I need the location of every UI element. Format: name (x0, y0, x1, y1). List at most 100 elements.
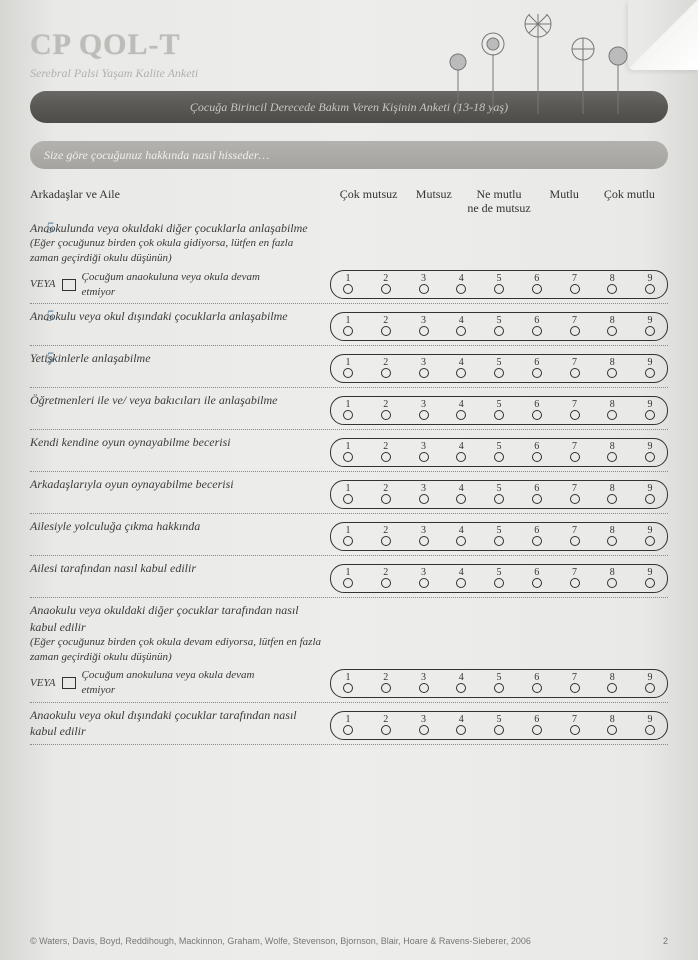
rating-circle[interactable] (607, 536, 617, 546)
rating-circle[interactable] (532, 536, 542, 546)
rating-circle[interactable] (645, 410, 655, 420)
rating-circle[interactable] (419, 683, 429, 693)
rating-circle[interactable] (607, 368, 617, 378)
checkbox-icon[interactable] (62, 677, 76, 689)
rating-circle[interactable] (532, 578, 542, 588)
rating-circle[interactable] (343, 326, 353, 336)
rating-circle[interactable] (532, 326, 542, 336)
rating-circle[interactable] (343, 368, 353, 378)
rating-circle[interactable] (456, 494, 466, 504)
rating-circle[interactable] (381, 410, 391, 420)
rating-circle[interactable] (343, 284, 353, 294)
rating-circle[interactable] (645, 536, 655, 546)
rating-circle[interactable] (532, 452, 542, 462)
rating-circle[interactable] (645, 368, 655, 378)
rating-circle[interactable] (570, 410, 580, 420)
veya-option[interactable]: VEYAÇocuğum anaokuluna veya okula devam … (30, 270, 262, 300)
rating-circle[interactable] (645, 578, 655, 588)
veya-option[interactable]: VEYAÇocuğum anokuluna veya okula devam e… (30, 668, 262, 698)
rating-circle[interactable] (570, 536, 580, 546)
rating-circle[interactable] (456, 725, 466, 735)
rating-circle[interactable] (645, 683, 655, 693)
rating-circle[interactable] (419, 326, 429, 336)
checkbox-icon[interactable] (62, 279, 76, 291)
rating-circle[interactable] (607, 494, 617, 504)
rating-circle[interactable] (570, 368, 580, 378)
rating-circle[interactable] (419, 536, 429, 546)
rating-circle[interactable] (456, 452, 466, 462)
rating-circle[interactable] (419, 368, 429, 378)
rating-circle[interactable] (343, 683, 353, 693)
rating-circle[interactable] (532, 410, 542, 420)
rating-circle[interactable] (645, 725, 655, 735)
rating-circle[interactable] (381, 284, 391, 294)
rating-circle[interactable] (607, 452, 617, 462)
rating-circle[interactable] (381, 326, 391, 336)
rating-circle[interactable] (343, 725, 353, 735)
rating-circle[interactable] (419, 494, 429, 504)
rating-circle[interactable] (570, 578, 580, 588)
rating-circle[interactable] (456, 326, 466, 336)
rating-circle[interactable] (381, 725, 391, 735)
rating-circle[interactable] (607, 326, 617, 336)
rating-circle[interactable] (381, 452, 391, 462)
rating-circle[interactable] (343, 410, 353, 420)
rating-circle[interactable] (494, 536, 504, 546)
rating-circle[interactable] (494, 368, 504, 378)
scale-label: Mutsuz (401, 187, 466, 216)
rating-circle[interactable] (343, 452, 353, 462)
rating-circle[interactable] (532, 284, 542, 294)
question-row: 5Anaokulu veya okul dışındaki çocuklarla… (30, 304, 668, 346)
rating-circle[interactable] (645, 494, 655, 504)
rating-circle[interactable] (419, 410, 429, 420)
rating-circle[interactable] (645, 284, 655, 294)
rating-circle[interactable] (343, 494, 353, 504)
rating-circle[interactable] (494, 410, 504, 420)
rating-circle[interactable] (419, 725, 429, 735)
rating-circle[interactable] (570, 284, 580, 294)
rating-circle[interactable] (494, 452, 504, 462)
rating-circle[interactable] (607, 410, 617, 420)
rating-circle[interactable] (343, 536, 353, 546)
rating-circle[interactable] (419, 452, 429, 462)
rating-circle[interactable] (494, 683, 504, 693)
rating-circle[interactable] (532, 368, 542, 378)
rating-circle[interactable] (607, 284, 617, 294)
rating-circle[interactable] (532, 725, 542, 735)
rating-circle[interactable] (570, 725, 580, 735)
rating-circle[interactable] (570, 683, 580, 693)
rating-circle[interactable] (645, 326, 655, 336)
rating-circle[interactable] (456, 368, 466, 378)
rating-circle[interactable] (456, 683, 466, 693)
rating-circle[interactable] (532, 494, 542, 504)
rating-circle[interactable] (419, 578, 429, 588)
rating-circle[interactable] (419, 284, 429, 294)
rating-circle[interactable] (607, 725, 617, 735)
rating-circle[interactable] (494, 284, 504, 294)
rating-circle[interactable] (381, 536, 391, 546)
rating-circle[interactable] (494, 494, 504, 504)
rating-circle[interactable] (607, 578, 617, 588)
scale-number: 7 (566, 672, 584, 683)
rating-circle[interactable] (381, 578, 391, 588)
question-text: Yetişkinlerle anlaşabilme (30, 350, 330, 370)
rating-circle[interactable] (381, 368, 391, 378)
rating-circle[interactable] (607, 683, 617, 693)
rating-circle[interactable] (570, 452, 580, 462)
scale-number: 2 (377, 399, 395, 410)
scale-label: Mutlu (532, 187, 597, 216)
rating-circle[interactable] (532, 683, 542, 693)
rating-circle[interactable] (381, 494, 391, 504)
rating-circle[interactable] (456, 410, 466, 420)
rating-circle[interactable] (494, 326, 504, 336)
rating-circle[interactable] (381, 683, 391, 693)
rating-circle[interactable] (494, 578, 504, 588)
rating-circle[interactable] (456, 284, 466, 294)
rating-circle[interactable] (494, 725, 504, 735)
rating-circle[interactable] (645, 452, 655, 462)
rating-circle[interactable] (343, 578, 353, 588)
rating-circle[interactable] (456, 536, 466, 546)
rating-circle[interactable] (570, 494, 580, 504)
rating-circle[interactable] (570, 326, 580, 336)
rating-circle[interactable] (456, 578, 466, 588)
